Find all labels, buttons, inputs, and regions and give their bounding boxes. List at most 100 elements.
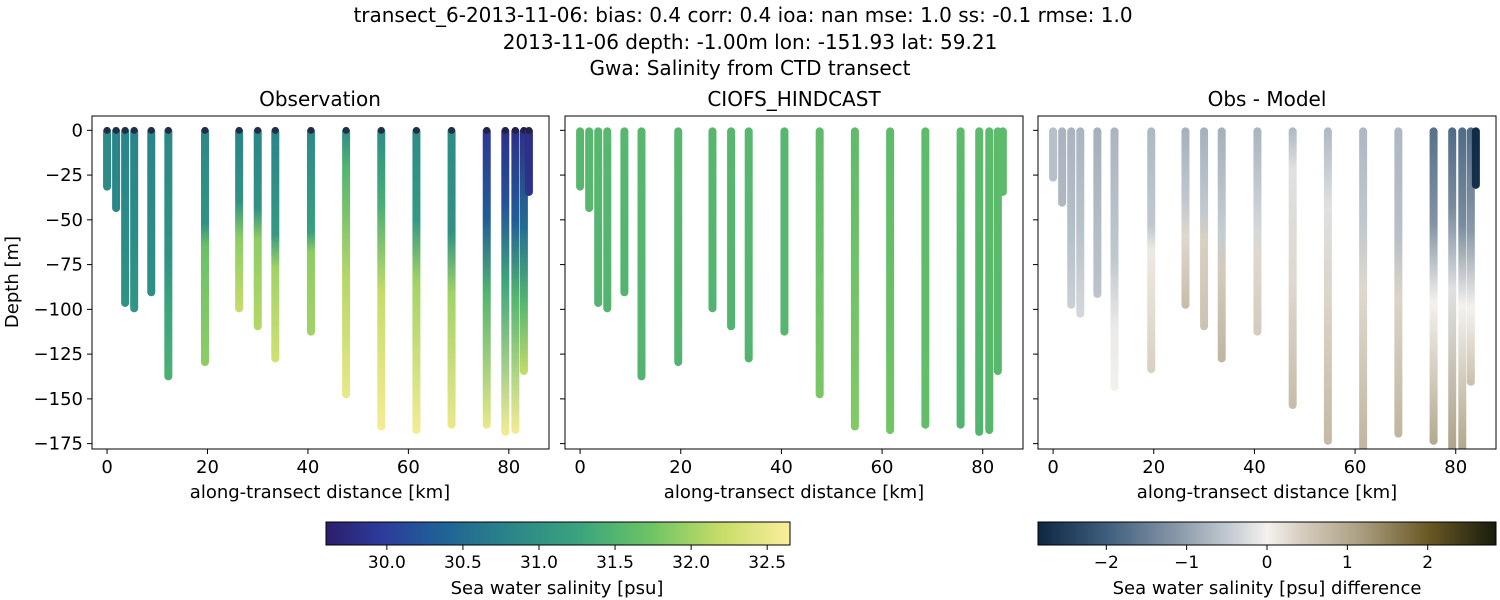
surface-point <box>235 126 243 134</box>
cast-profile <box>594 127 603 307</box>
cast-profile <box>342 127 351 399</box>
cast-profile <box>674 127 683 367</box>
x-axis-label: along-transect distance [km] <box>1137 482 1397 503</box>
cast-profile <box>1181 127 1190 309</box>
cast-profile <box>956 127 965 429</box>
surface-point <box>271 126 279 134</box>
cast-profile <box>1359 127 1368 449</box>
cast-profile <box>620 127 629 297</box>
surface-point <box>121 126 129 134</box>
cast-profile <box>1110 127 1119 392</box>
y-tick-label: −125 <box>34 344 83 365</box>
figure-title-line-3: Gwa: Salinity from CTD transect <box>590 56 911 80</box>
surface-point <box>525 126 533 134</box>
cast-profile <box>850 127 859 431</box>
cast-profile <box>200 127 209 367</box>
surface-point <box>448 126 456 134</box>
cast-profile <box>975 127 984 436</box>
cast-profile <box>1458 127 1467 449</box>
x-tick-label: 60 <box>397 457 420 478</box>
cast-profile <box>377 127 386 431</box>
cast-profile <box>306 127 315 336</box>
colorbar-tick-label: 31.0 <box>520 553 558 573</box>
x-tick-label: 20 <box>669 457 692 478</box>
surface-point <box>483 126 491 134</box>
cast-profile <box>603 127 612 313</box>
colorbar-tick-label: 32.0 <box>672 553 710 573</box>
surface-point <box>377 126 385 134</box>
figure-title-line-2: 2013-11-06 depth: -1.00m lon: -151.93 la… <box>503 30 998 54</box>
cast-profile <box>271 127 280 363</box>
surface-point <box>164 126 172 134</box>
cast-profile <box>637 127 646 381</box>
cast-profile <box>511 127 520 435</box>
y-tick-label: −100 <box>34 299 83 320</box>
cast-profile <box>1076 127 1085 318</box>
surface-point <box>342 126 350 134</box>
cast-profile <box>147 127 156 297</box>
surface-point <box>412 126 420 134</box>
cast-profile <box>815 127 824 399</box>
casts <box>576 127 1007 436</box>
x-tick-label: 60 <box>871 457 894 478</box>
colorbar-salinity: 30.0 30.5 31.0 31.5 32.0 32.5 <box>325 521 791 573</box>
colorbar-tick-label: 31.5 <box>596 553 634 573</box>
surface-point <box>307 126 315 134</box>
cast-profile <box>576 127 585 191</box>
cast-profile <box>1429 127 1438 445</box>
x-tick-label: 40 <box>770 457 793 478</box>
colorbar-salinity-label: Sea water salinity [psu] <box>451 578 664 599</box>
cast-profile <box>1200 127 1209 331</box>
x-tick-label: 80 <box>497 457 520 478</box>
cast-profile <box>501 127 510 436</box>
x-axis-label: along-transect distance [km] <box>664 482 924 503</box>
figure-title-line-1: transect_6-2013-11-06: bias: 0.4 corr: 0… <box>353 3 1132 27</box>
cast-profile <box>921 127 930 429</box>
cast-profile <box>708 127 717 313</box>
x-tick-label: 40 <box>1243 457 1266 478</box>
cast-profile <box>1067 127 1076 309</box>
plot-background <box>1038 116 1496 449</box>
cast-profile <box>1147 127 1156 374</box>
cast-profile <box>1217 127 1226 363</box>
casts <box>103 126 533 436</box>
panel-title: Observation <box>259 87 381 111</box>
cast-profile <box>253 127 262 331</box>
cast-profile <box>1288 127 1297 410</box>
x-tick-label: 20 <box>1142 457 1165 478</box>
colorbar-tick-label: 30.5 <box>444 553 482 573</box>
colorbar-ramp <box>325 521 791 546</box>
colorbar-ramp <box>1037 521 1497 546</box>
cast-profile <box>585 127 594 213</box>
x-tick-label: 80 <box>1444 457 1467 478</box>
y-tick-label: −175 <box>34 434 83 455</box>
cast-profile <box>998 127 1007 196</box>
cast-profile <box>164 127 173 381</box>
cast-profile <box>447 127 456 429</box>
surface-point <box>130 126 138 134</box>
y-tick-label: −150 <box>34 389 83 410</box>
axes-frame <box>1037 115 1497 450</box>
cast-profile <box>1394 127 1403 438</box>
colorbar-difference-label: Sea water salinity [psu] difference <box>1113 578 1422 599</box>
x-tick-label: 0 <box>574 457 585 478</box>
panel-observation: Observation 0 20 40 60 80 0 −25 −50 −75 −100 −125 −… <box>2 87 550 503</box>
y-tick-label: −25 <box>45 165 83 186</box>
y-axis-label: Depth [m] <box>2 236 23 328</box>
cast-profile <box>1253 127 1262 336</box>
cast-profile <box>1471 127 1480 189</box>
y-tick-label: 0 <box>72 120 83 141</box>
plot-area: 0 20 40 60 80 <box>560 115 1024 478</box>
cast-profile <box>130 127 139 313</box>
cast-profile <box>727 127 736 331</box>
panel-title: CIOFS_HINDCAST <box>707 87 881 111</box>
cast-profile <box>412 127 421 435</box>
colorbar-tick-label: 2 <box>1422 553 1433 573</box>
axes-frame <box>91 115 550 450</box>
surface-point <box>112 126 120 134</box>
cast-profile <box>235 127 244 313</box>
x-axis-label: along-transect distance [km] <box>190 482 450 503</box>
cast-profile <box>482 127 491 429</box>
panel-title: Obs - Model <box>1208 87 1327 111</box>
cast-profile <box>1448 127 1457 449</box>
